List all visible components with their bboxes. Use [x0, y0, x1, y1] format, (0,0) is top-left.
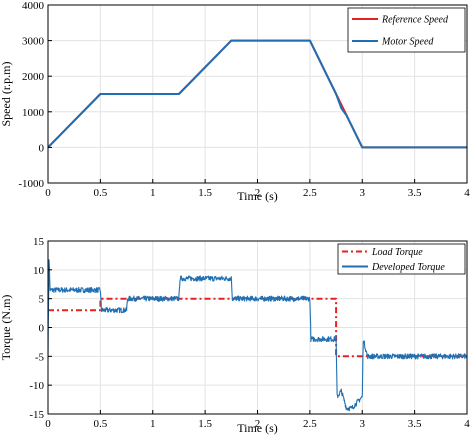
x-tick-label: 1.5: [198, 187, 212, 199]
legend-label-motor-speed: Motor Speed: [381, 37, 434, 48]
x-tick-label: 0: [45, 187, 51, 199]
legend-box: [347, 7, 466, 53]
legend-label-developed-torque: Developed Torque: [371, 262, 445, 273]
x-tick-label: 3.5: [408, 418, 422, 430]
x-tick-label: 1.5: [198, 418, 212, 430]
x-tick-label: 0.5: [94, 187, 108, 199]
y-tick-label: 10: [33, 265, 45, 277]
y-tick-label: 2000: [22, 71, 45, 83]
legend-label-reference-speed: Reference Speed: [381, 15, 449, 26]
x-tick-label: 1: [150, 187, 156, 199]
y-axis-title: Speed (r.p.m): [0, 62, 13, 127]
y-tick-label: 3000: [22, 36, 45, 48]
x-tick-label: 2.5: [303, 418, 317, 430]
x-tick-label: 0.5: [94, 418, 108, 430]
x-tick-label: 4: [464, 187, 470, 199]
legend-box: [337, 243, 466, 275]
x-tick-label: 3.5: [408, 187, 422, 199]
x-tick-label: 3: [360, 418, 366, 430]
x-tick-label: 4: [464, 418, 470, 430]
x-tick-label: 2: [255, 187, 261, 199]
y-axis-title: Torque (N.m): [0, 295, 13, 361]
legend: Reference Speed Motor Speed: [347, 7, 466, 53]
chart-2: 0 0.5 1 1.5 2 2.5 3 3.5 4 -15 -10 -5 0 5 10 15 Time (s) T…: [0, 236, 470, 435]
plot-area: [48, 39, 467, 149]
x-tick-label: 2.5: [303, 187, 317, 199]
x-tick-label: 1: [150, 418, 156, 430]
y-tick-label: -5: [35, 351, 45, 363]
x-tick-label: 2: [255, 418, 261, 430]
y-tick-label: 4000: [22, 0, 45, 12]
x-tick-label: 3: [360, 187, 366, 199]
y-tick-label: -1000: [18, 178, 44, 190]
y-tick-label: 0: [39, 142, 45, 154]
series-line-motor-speed: [48, 39, 467, 149]
y-tick-label: 5: [39, 294, 45, 306]
y-tick-label: -15: [29, 409, 44, 421]
legend-label-load-torque: Load Torque: [371, 247, 423, 258]
legend: Load Torque Developed Torque: [337, 243, 466, 275]
series-line-load-torque: [48, 297, 467, 358]
y-tick-label: 0: [39, 323, 45, 335]
x-axis-title: Time (s): [237, 189, 278, 203]
y-tick-label: 1000: [22, 107, 45, 119]
y-tick-label: -10: [29, 380, 44, 392]
y-tick-label: 15: [33, 236, 45, 248]
x-axis-title: Time (s): [237, 421, 278, 435]
x-tick-label: 0: [45, 418, 51, 430]
plot-area: [48, 259, 467, 412]
series-line-developed-torque: [48, 259, 467, 412]
chart-1: 0 0.5 1 1.5 2 2.5 3 3.5 4-100001000200030004000T…: [0, 0, 470, 203]
